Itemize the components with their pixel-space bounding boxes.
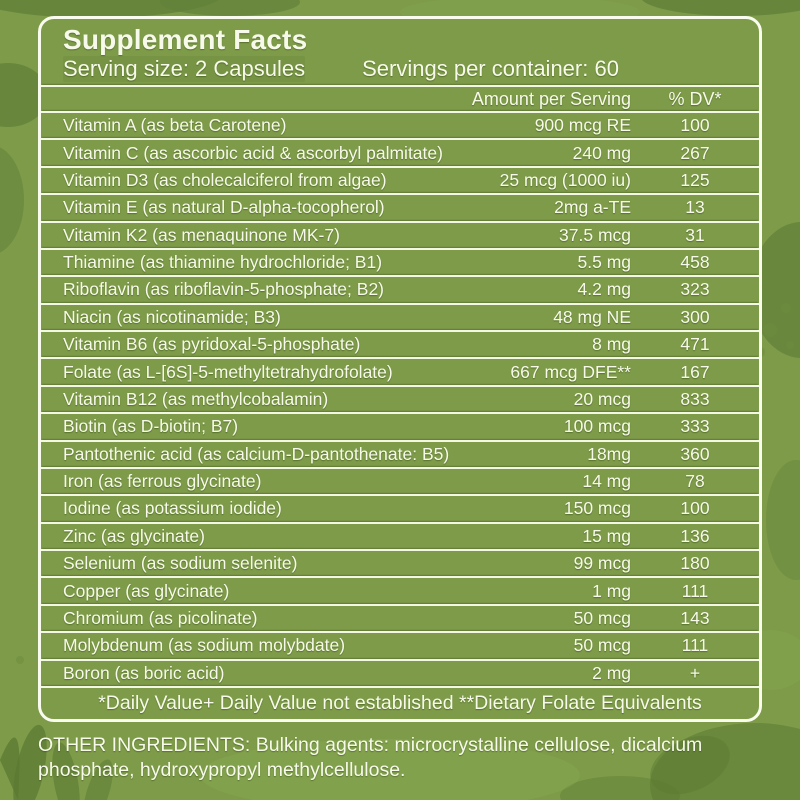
nutrient-name: Biotin (as D-biotin; B7) [63,416,239,437]
other-ingredients-text: OTHER INGREDIENTS: Bulking agents: micro… [38,734,703,781]
nutrient-dv: 333 [680,416,710,437]
nutrient-row: Vitamin K2 (as menaquinone MK-7) 37.5 mc… [41,220,759,248]
nutrient-amount: 5.5 mg [577,252,632,273]
nutrient-row: Riboflavin (as riboflavin-5-phosphate; B… [41,275,759,302]
nutrient-name: Thiamine (as thiamine hydrochloride; B1) [63,252,383,273]
nutrient-dv: 323 [680,279,710,300]
nutrient-row: Molybdenum (as sodium molybdate) 50 mcg … [41,631,759,658]
serving-info: Serving size: 2 Capsules Servings per co… [63,56,759,82]
dv-column-header: % DV* [668,88,722,109]
nutrient-name: Selenium (as sodium selenite) [63,553,298,574]
nutrient-amount: 48 mg NE [553,306,631,327]
servings-per-container: Servings per container: 60 [362,56,619,81]
nutrient-row: Vitamin B6 (as pyridoxal-5-phosphate) 8 … [41,330,759,357]
nutrient-dv: 143 [680,607,710,628]
nutrient-dv: 31 [685,224,705,245]
amount-column-header: Amount per Serving [471,88,631,109]
nutrient-rows: Vitamin A (as beta Carotene) 900 mcg RE … [41,111,759,686]
nutrient-dv: 180 [680,553,710,574]
nutrient-name: Boron (as boric acid) [63,662,225,683]
nutrient-row: Vitamin C (as ascorbic acid & ascorbyl p… [41,138,759,165]
nutrient-amount: 2mg a-TE [554,197,631,218]
nutrient-dv: 167 [680,361,710,382]
supplement-facts-title: Supplement Facts [63,24,308,55]
nutrient-row: Vitamin D3 (as cholecalciferol from alga… [41,165,759,193]
nutrient-amount: 20 mcg [573,388,631,409]
nutrient-name: Folate (as L-[6S]-5-methyltetrahydrofola… [63,361,393,382]
nutrient-name: Chromium (as picolinate) [63,607,258,628]
nutrient-dv: 360 [680,443,710,464]
nutrient-dv: 125 [680,169,710,190]
nutrient-dv: 458 [680,252,710,273]
nutrient-dv: 100 [680,498,710,519]
nutrient-row: Folate (as L-[6S]-5-methyltetrahydrofola… [41,357,759,384]
nutrient-dv: + [689,662,701,683]
nutrient-amount: 37.5 mcg [559,224,631,245]
nutrient-name: Vitamin B6 (as pyridoxal-5-phosphate) [63,334,361,355]
nutrient-dv: 136 [680,525,710,546]
nutrient-dv: 300 [680,306,710,327]
nutrient-row: Iron (as ferrous glycinate) 14 mg 78 [41,466,759,494]
nutrient-name: Copper (as glycinate) [63,580,230,601]
nutrient-row: Vitamin A (as beta Carotene) 900 mcg RE … [41,111,759,138]
nutrient-amount: 2 mg [592,662,631,683]
nutrient-amount: 150 mcg [563,498,631,519]
nutrient-row: Selenium (as sodium selenite) 99 mcg 180 [41,549,759,576]
nutrient-row: Copper (as glycinate) 1 mg 111 [41,576,759,603]
nutrient-amount: 25 mcg (1000 iu) [499,169,631,190]
nutrient-dv: 111 [681,635,709,656]
nutrient-dv: 471 [680,334,710,355]
nutrient-row: Niacin (as nicotinamide; B3) 48 mg NE 30… [41,302,759,330]
nutrient-dv: 267 [680,142,710,163]
nutrient-name: Iron (as ferrous glycinate) [63,471,262,492]
nutrient-row: Thiamine (as thiamine hydrochloride; B1)… [41,247,759,275]
nutrient-name: Zinc (as glycinate) [63,525,205,546]
nutrient-amount: 900 mcg RE [534,115,631,136]
serving-size: Serving size: 2 Capsules [63,56,306,82]
nutrient-amount: 15 mg [582,525,631,546]
nutrient-name: Vitamin K2 (as menaquinone MK-7) [63,224,340,245]
nutrient-name: Iodine (as potassium iodide) [63,498,282,519]
nutrient-row: Iodine (as potassium iodide) 150 mcg 100 [41,494,759,521]
panel-header: Supplement Facts Serving size: 2 Capsule… [41,19,759,85]
nutrient-name: Niacin (as nicotinamide; B3) [63,306,281,327]
nutrient-amount: 99 mcg [573,553,631,574]
nutrient-amount: 4.2 mg [577,279,632,300]
nutrient-amount: 100 mcg [563,416,631,437]
nutrient-amount: 8 mg [592,334,631,355]
nutrient-amount: 667 mcg DFE** [510,361,631,382]
nutrient-amount: 50 mcg [573,635,631,656]
nutrient-dv: 78 [685,471,705,492]
nutrient-name: Vitamin A (as beta Carotene) [63,115,287,136]
nutrient-amount: 240 mg [572,142,631,163]
nutrient-row: Chromium (as picolinate) 50 mcg 143 [41,603,759,631]
table-header-row: Amount per Serving % DV* [41,85,759,111]
nutrient-name: Vitamin E (as natural D-alpha-tocopherol… [63,197,385,218]
daily-value-footnote: *Daily Value+ Daily Value not establishe… [41,686,759,719]
nutrient-amount: 1 mg [592,580,631,601]
nutrient-amount: 14 mg [582,471,631,492]
nutrient-row: Zinc (as glycinate) 15 mg 136 [41,521,759,549]
nutrient-row: Pantothenic acid (as calcium-D-pantothen… [41,439,759,467]
nutrient-row: Vitamin E (as natural D-alpha-tocopherol… [41,193,759,220]
nutrient-name: Vitamin D3 (as cholecalciferol from alga… [63,169,387,190]
nutrient-dv: 13 [685,197,705,218]
nutrient-name: Vitamin B12 (as methylcobalamin) [63,388,329,409]
nutrient-name: Vitamin C (as ascorbic acid & ascorbyl p… [63,142,443,163]
nutrient-row: Vitamin B12 (as methylcobalamin) 20 mcg … [41,384,759,412]
nutrient-row: Boron (as boric acid) 2 mg + [41,658,759,686]
nutrient-amount: 18mg [587,443,631,464]
nutrient-name: Pantothenic acid (as calcium-D-pantothen… [63,443,450,464]
nutrient-row: Biotin (as D-biotin; B7) 100 mcg 333 [41,412,759,439]
nutrient-name: Riboflavin (as riboflavin-5-phosphate; B… [63,279,384,300]
nutrient-amount: 50 mcg [573,607,631,628]
nutrient-dv: 100 [680,115,710,136]
nutrient-dv: 111 [681,580,709,601]
nutrient-name: Molybdenum (as sodium molybdate) [63,635,346,656]
nutrient-dv: 833 [680,388,710,409]
supplement-facts-panel: Supplement Facts Serving size: 2 Capsule… [38,16,762,722]
